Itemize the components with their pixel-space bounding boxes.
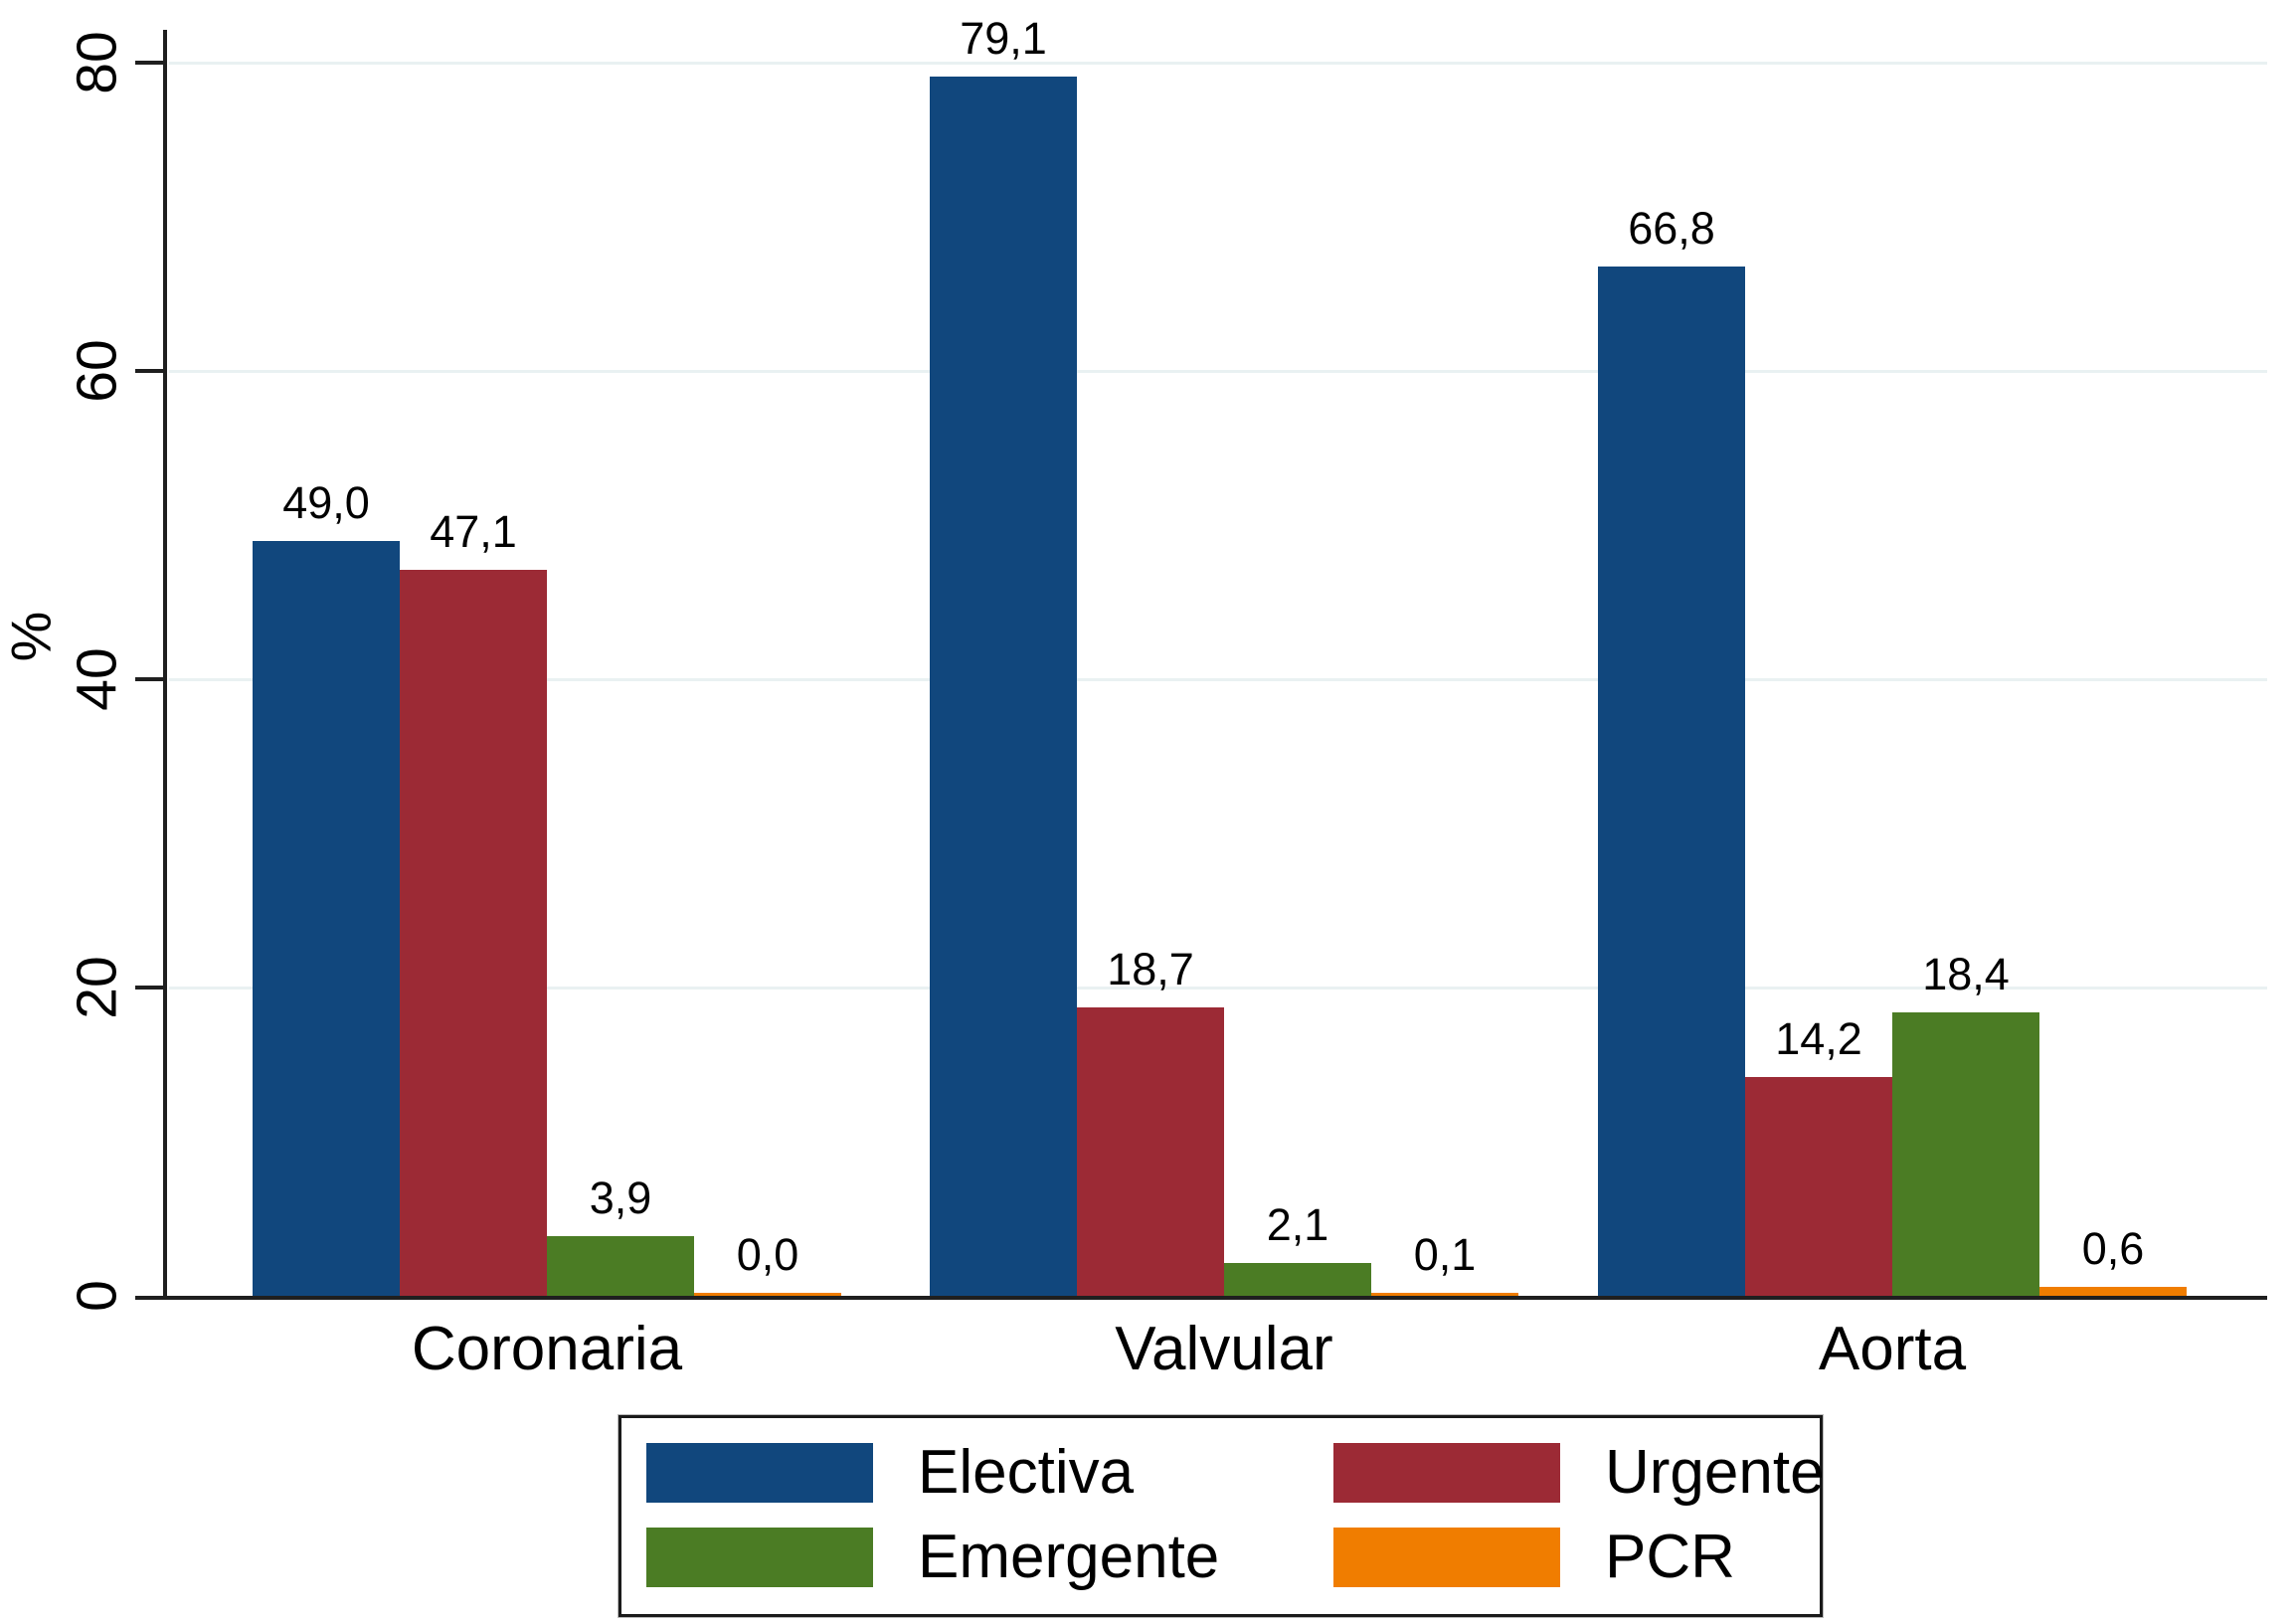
bar-value-urgente-aorta: 14,2: [1775, 1012, 1862, 1064]
legend-swatch-urgente: [1333, 1443, 1560, 1503]
bar-pcr-coronaria: [694, 1293, 841, 1296]
gridline-60: [169, 370, 2267, 373]
bar-urgente-valvular: [1077, 1007, 1224, 1296]
y-axis-line: [163, 30, 167, 1300]
x-tick-label-aorta: Aorta: [1818, 1315, 1967, 1383]
legend-label-urgente: Urgente: [1605, 1438, 1825, 1507]
legend: Electiva Urgente Emergente PCR: [618, 1415, 1825, 1617]
x-tick-label-valvular: Valvular: [1115, 1315, 1333, 1383]
y-tick-20: [135, 986, 163, 990]
plot-area: 49,0 47,1 3,9 0,0 79,1 18,7 2,1 0,1 66,8 14,2 18,4…: [167, 13, 2267, 1296]
y-axis-title: %: [0, 611, 64, 662]
legend-swatch-pcr: [1333, 1528, 1560, 1587]
bar-value-electiva-valvular: 79,1: [960, 12, 1047, 64]
y-tick-label-80: 80: [65, 31, 129, 94]
bar-value-electiva-coronaria: 49,0: [282, 476, 370, 528]
bar-emergente-coronaria: [547, 1235, 694, 1296]
bar-electiva-coronaria: [253, 540, 400, 1296]
gridline-80: [169, 62, 2267, 65]
bar-urgente-aorta: [1745, 1076, 1892, 1296]
bar-emergente-valvular: [1224, 1263, 1371, 1296]
y-tick-label-60: 60: [65, 339, 129, 403]
y-tick-60: [135, 369, 163, 373]
bar-electiva-valvular: [930, 76, 1077, 1296]
bar-value-urgente-coronaria: 47,1: [430, 505, 517, 557]
bar-pcr-valvular: [1371, 1293, 1518, 1296]
bar-electiva-aorta: [1598, 266, 1745, 1296]
bar-urgente-coronaria: [400, 569, 547, 1296]
y-tick-label-0: 0: [65, 1280, 129, 1312]
bar-pcr-aorta: [2039, 1286, 2187, 1296]
legend-swatch-electiva: [646, 1443, 873, 1503]
bar-value-emergente-aorta: 18,4: [1922, 948, 2010, 999]
bar-value-urgente-valvular: 18,7: [1107, 944, 1194, 995]
bar-value-emergente-coronaria: 3,9: [589, 1171, 652, 1223]
legend-label-pcr: PCR: [1605, 1523, 1735, 1591]
gridline-40: [169, 678, 2267, 681]
legend-label-electiva: Electiva: [918, 1438, 1135, 1507]
bar-value-electiva-aorta: 66,8: [1628, 202, 1715, 254]
legend-label-emergente: Emergente: [918, 1523, 1220, 1591]
y-tick-40: [135, 677, 163, 681]
y-tick-80: [135, 61, 163, 65]
gridline-20: [169, 987, 2267, 990]
y-tick-label-40: 40: [65, 647, 129, 711]
bar-value-pcr-coronaria: 0,0: [736, 1229, 799, 1280]
bar-value-pcr-valvular: 0,1: [1413, 1229, 1477, 1280]
bar-value-pcr-aorta: 0,6: [2081, 1222, 2145, 1274]
y-tick-label-20: 20: [65, 956, 129, 1019]
legend-swatch-emergente: [646, 1528, 873, 1587]
x-axis-line: [135, 1296, 2267, 1300]
bar-emergente-aorta: [1892, 1011, 2039, 1296]
bar-value-emergente-valvular: 2,1: [1266, 1199, 1329, 1251]
x-tick-label-coronaria: Coronaria: [411, 1315, 683, 1383]
